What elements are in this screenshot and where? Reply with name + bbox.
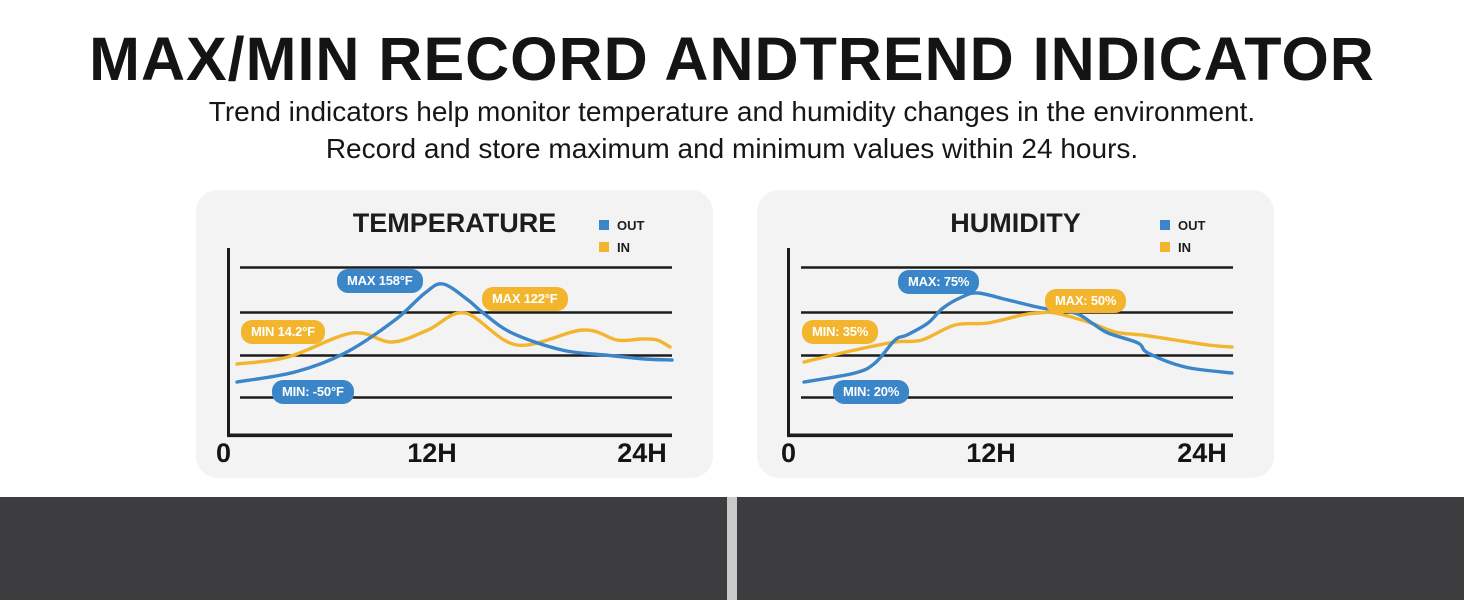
annotation-max-out: MAX: 75% xyxy=(898,270,980,294)
x-tick-12h: 12H xyxy=(407,438,457,468)
humidity-legend: OUT IN xyxy=(1160,214,1205,258)
annotation-min-in: MIN 14.2°F xyxy=(241,320,325,344)
annotation-max-in: MAX 122°F xyxy=(482,287,568,311)
humidity-chart-title: HUMIDITY xyxy=(950,208,1081,238)
legend-row-out: OUT xyxy=(1160,214,1205,236)
out-series-swatch-icon xyxy=(599,220,609,230)
out-series-swatch-icon xyxy=(1160,220,1170,230)
out-series-line xyxy=(235,282,674,384)
axes xyxy=(227,248,672,438)
annotation-min-out: MIN: 20% xyxy=(833,380,910,404)
legend-label-in: IN xyxy=(1178,239,1191,255)
legend-row-in: IN xyxy=(599,236,644,258)
legend-row-in: IN xyxy=(1160,236,1205,258)
out-series-line xyxy=(802,291,1234,384)
in-series-line xyxy=(235,311,672,366)
annotation-max-out: MAX 158°F xyxy=(337,269,423,293)
in-series-swatch-icon xyxy=(599,242,609,252)
temperature-plot xyxy=(227,248,674,438)
annotation-min-in: MIN: 35% xyxy=(802,320,879,344)
axes xyxy=(787,248,1233,438)
annotation-max-in: MAX: 50% xyxy=(1045,289,1127,313)
specs-bar: Indoor: 14.2°F-122.0°F(-9.9°C-50°C) Outd… xyxy=(0,497,1464,600)
annotation-min-out: MIN: -50°F xyxy=(272,380,354,404)
x-tick-24h: 24H xyxy=(617,438,667,468)
humidity-plot xyxy=(787,248,1234,438)
section-divider xyxy=(727,497,737,600)
temperature-legend: OUT IN xyxy=(599,214,644,258)
header: MAX/MIN RECORD ANDTREND INDICATOR Trend … xyxy=(0,0,1464,166)
legend-label-out: OUT xyxy=(617,217,645,233)
x-tick-12h: 12H xyxy=(966,438,1016,468)
legend-label-out: OUT xyxy=(1178,217,1206,233)
x-tick-24h: 24H xyxy=(1177,438,1227,468)
in-series-line xyxy=(802,310,1234,364)
temperature-chart-title: TEMPERATURE xyxy=(352,208,557,238)
subtitle-line-1: Trend indicators help monitor temperatur… xyxy=(208,96,1256,127)
temperature-chart-panel: TEMPERATURE OUT IN MAX 158°F xyxy=(196,190,713,478)
humidity-chart-panel: HUMIDITY OUT IN MAX: 75% MAX xyxy=(757,190,1274,478)
legend-label-in: IN xyxy=(617,239,630,255)
subtitle-line-2: Record and store maximum and minimum val… xyxy=(325,133,1139,164)
x-tick-0: 0 xyxy=(216,438,232,468)
x-tick-0: 0 xyxy=(781,438,797,468)
legend-row-out: OUT xyxy=(599,214,644,236)
in-series-swatch-icon xyxy=(1160,242,1170,252)
page-title: MAX/MIN RECORD ANDTREND INDICATOR xyxy=(89,25,1375,93)
